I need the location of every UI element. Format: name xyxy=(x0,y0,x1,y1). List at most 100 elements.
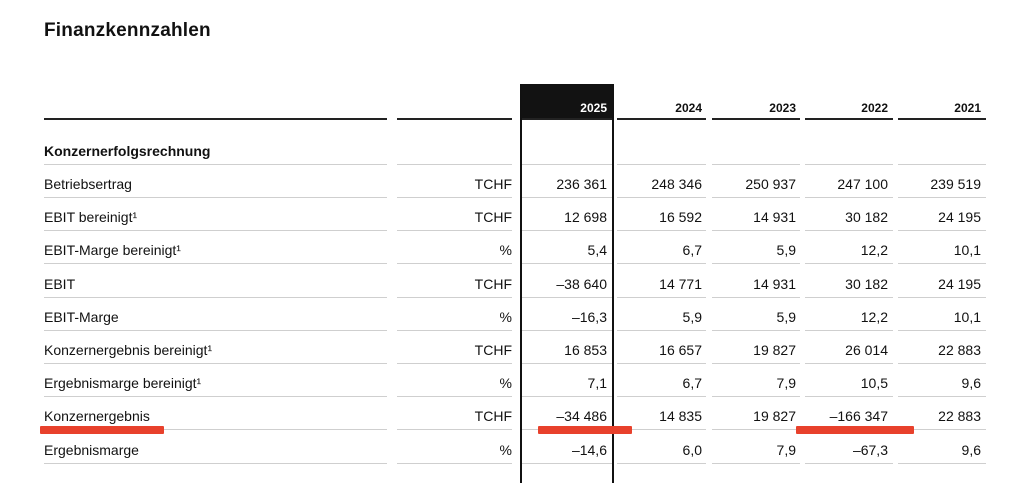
cell-2021: 9,6 xyxy=(961,375,981,391)
row-rule-segment-3 xyxy=(617,297,706,298)
row-rule-segment-3 xyxy=(617,330,706,331)
row-label: EBIT bereinigt¹ xyxy=(44,209,138,225)
cell-2024: 14 835 xyxy=(659,408,702,424)
row-rule-segment-5 xyxy=(805,263,893,264)
cell-2021: 24 195 xyxy=(938,209,981,225)
year-header-2021: 2021 xyxy=(954,101,981,115)
row-label: EBIT-Marge bereinigt¹ xyxy=(44,242,181,258)
cell-2023: 14 931 xyxy=(753,276,796,292)
row-rule-segment-6 xyxy=(898,396,986,397)
row-rule-segment-4 xyxy=(712,263,800,264)
row-rule-segment-6 xyxy=(898,429,986,430)
row-rule-segment-6 xyxy=(898,363,986,364)
cell-2024: 14 771 xyxy=(659,276,702,292)
header-rule-unit xyxy=(397,118,512,120)
row-rule-segment-1 xyxy=(397,396,512,397)
cell-2022: 12,2 xyxy=(860,242,888,258)
row-rule-segment-0 xyxy=(44,197,387,198)
cell-2023: 7,9 xyxy=(776,442,796,458)
cell-2021: 22 883 xyxy=(938,408,981,424)
row-rule-segment-6 xyxy=(898,330,986,331)
active-year-header-box xyxy=(521,84,613,119)
cell-2022: –67,3 xyxy=(852,442,888,458)
row-rule-segment-3 xyxy=(617,230,706,231)
header-rule-2024 xyxy=(617,118,706,120)
row-rule-segment-4 xyxy=(712,197,800,198)
row-rule-segment-5 xyxy=(805,197,893,198)
row-unit: % xyxy=(499,242,512,258)
row-rule-segment-0 xyxy=(44,297,387,298)
section-rule-segment-1 xyxy=(397,164,512,165)
row-rule-segment-1 xyxy=(397,463,512,464)
cell-2023: 250 937 xyxy=(745,176,796,192)
cell-2021: 10,1 xyxy=(953,242,981,258)
section-rule-segment-3 xyxy=(617,164,706,165)
cell-2024: 6,0 xyxy=(682,442,702,458)
row-rule-segment-2 xyxy=(521,463,613,464)
row-label: EBIT xyxy=(44,276,76,292)
row-rule-segment-1 xyxy=(397,230,512,231)
row-label: EBIT-Marge xyxy=(44,309,119,325)
cell-2022: 247 100 xyxy=(837,176,888,192)
row-rule-segment-2 xyxy=(521,230,613,231)
row-rule-segment-2 xyxy=(521,330,613,331)
row-rule-segment-4 xyxy=(712,463,800,464)
row-label: Ergebnismarge bereinigt¹ xyxy=(44,375,202,391)
row-rule-segment-5 xyxy=(805,463,893,464)
row-unit: % xyxy=(499,309,512,325)
row-unit: TCHF xyxy=(474,408,512,424)
section-rule-segment-6 xyxy=(898,164,986,165)
row-rule-segment-4 xyxy=(712,396,800,397)
row-rule-segment-4 xyxy=(712,363,800,364)
row-rule-segment-0 xyxy=(44,396,387,397)
cell-2022: 26 014 xyxy=(845,342,888,358)
row-rule-segment-3 xyxy=(617,463,706,464)
row-rule-segment-0 xyxy=(44,363,387,364)
row-rule-segment-0 xyxy=(44,263,387,264)
cell-2022: 10,5 xyxy=(860,375,888,391)
cell-2023: 7,9 xyxy=(776,375,796,391)
cell-2023: 5,9 xyxy=(776,242,796,258)
row-rule-segment-0 xyxy=(44,230,387,231)
cell-2022: 30 182 xyxy=(845,276,888,292)
row-rule-segment-1 xyxy=(397,363,512,364)
row-rule-segment-4 xyxy=(712,429,800,430)
cell-2024: 6,7 xyxy=(682,375,702,391)
row-label: Ergebnismarge xyxy=(44,442,139,458)
cell-2025: –16,3 xyxy=(571,309,607,325)
row-rule-segment-0 xyxy=(44,330,387,331)
cell-2022: 12,2 xyxy=(860,309,888,325)
row-rule-segment-1 xyxy=(397,263,512,264)
row-rule-segment-6 xyxy=(898,297,986,298)
row-rule-segment-2 xyxy=(521,396,613,397)
row-unit: TCHF xyxy=(474,209,512,225)
row-rule-segment-5 xyxy=(805,330,893,331)
row-rule-segment-3 xyxy=(617,197,706,198)
cell-2025: 5,4 xyxy=(587,242,607,258)
row-rule-segment-1 xyxy=(397,297,512,298)
cell-2025: –14,6 xyxy=(571,442,607,458)
cell-2023: 14 931 xyxy=(753,209,796,225)
cell-2023: 19 827 xyxy=(753,342,796,358)
section-rule-segment-4 xyxy=(712,164,800,165)
section-heading: Konzernerfolgsrechnung xyxy=(44,143,211,159)
year-header-2022: 2022 xyxy=(861,101,888,115)
row-label: Konzernergebnis xyxy=(44,408,150,424)
row-rule-segment-6 xyxy=(898,230,986,231)
row-rule-segment-2 xyxy=(521,197,613,198)
row-rule-segment-5 xyxy=(805,297,893,298)
year-header-2025: 2025 xyxy=(580,101,607,115)
highlight-mark-2025-value xyxy=(538,426,632,434)
cell-2025: –38 640 xyxy=(556,276,607,292)
row-unit: % xyxy=(499,375,512,391)
row-rule-segment-0 xyxy=(44,429,387,430)
header-rule-label xyxy=(44,118,387,120)
cell-2024: 6,7 xyxy=(682,242,702,258)
row-rule-segment-4 xyxy=(712,330,800,331)
page-title: Finanzkennzahlen xyxy=(44,20,211,41)
row-unit: TCHF xyxy=(474,276,512,292)
cell-2024: 16 592 xyxy=(659,209,702,225)
row-rule-segment-4 xyxy=(712,230,800,231)
header-rule-2025 xyxy=(521,118,613,120)
row-unit: TCHF xyxy=(474,342,512,358)
